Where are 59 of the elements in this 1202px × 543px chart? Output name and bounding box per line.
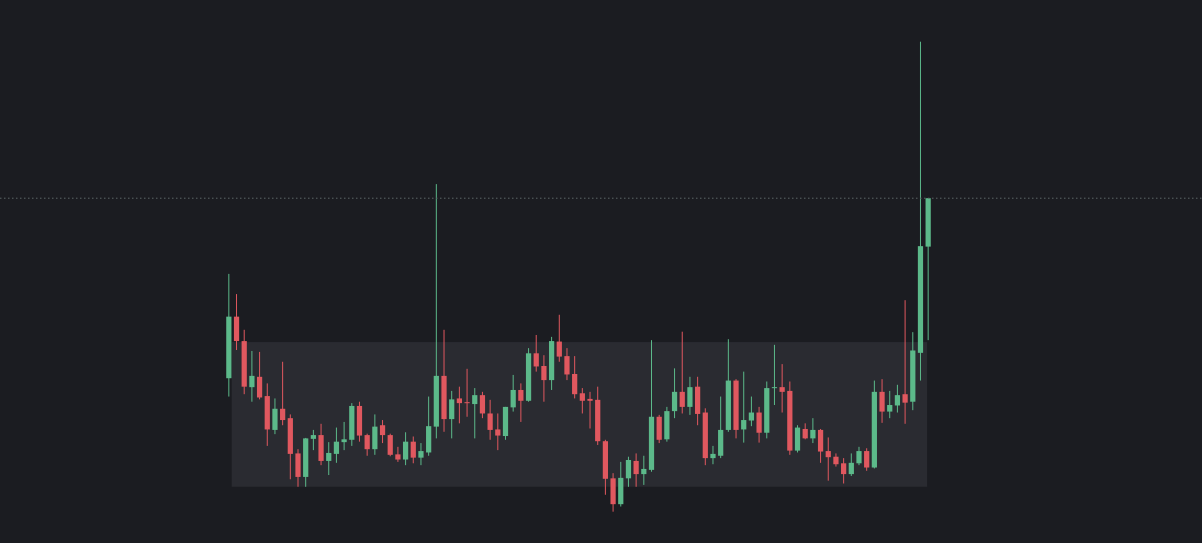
candlestick bbox=[456, 386, 462, 424]
candlestick bbox=[387, 433, 393, 457]
candlestick bbox=[572, 355, 578, 399]
candlestick bbox=[402, 431, 409, 466]
candlestick bbox=[372, 413, 378, 456]
candlestick bbox=[656, 414, 662, 444]
candlestick bbox=[418, 442, 424, 466]
candlestick bbox=[671, 367, 678, 419]
candlestick bbox=[326, 441, 332, 476]
candlestick bbox=[364, 433, 370, 457]
candlestick bbox=[379, 419, 386, 444]
candlestick bbox=[894, 384, 901, 414]
candlestick bbox=[864, 447, 870, 472]
candlestick bbox=[310, 429, 316, 451]
candlestick bbox=[756, 406, 762, 444]
candlestick bbox=[249, 350, 255, 403]
candlestick bbox=[564, 347, 570, 381]
candlestick bbox=[541, 354, 547, 403]
candlestick bbox=[641, 455, 647, 486]
candlestick bbox=[810, 417, 816, 444]
candlestick bbox=[771, 344, 778, 406]
candlestick bbox=[449, 390, 455, 439]
candlestick bbox=[794, 424, 801, 453]
candlestick bbox=[856, 446, 862, 466]
candlestick bbox=[333, 427, 340, 464]
candlestick bbox=[395, 446, 401, 463]
candlestick bbox=[533, 334, 539, 373]
candlestick bbox=[518, 382, 524, 423]
candlestick bbox=[902, 299, 908, 425]
candlestick bbox=[280, 361, 286, 426]
candlestick bbox=[633, 452, 639, 488]
candlestick bbox=[879, 378, 885, 424]
candlestick bbox=[579, 387, 585, 414]
candlestick bbox=[687, 376, 693, 416]
candlestick bbox=[256, 351, 263, 400]
candlestick bbox=[587, 391, 593, 430]
candlestick bbox=[272, 397, 278, 435]
candlestick bbox=[556, 314, 562, 363]
candlestick bbox=[341, 421, 347, 451]
candlestick bbox=[748, 396, 755, 427]
candlestick bbox=[710, 445, 716, 465]
candlestick bbox=[848, 452, 854, 477]
candlestick bbox=[510, 374, 516, 413]
candlestick bbox=[833, 452, 839, 468]
candlestick bbox=[779, 363, 785, 414]
candlestick bbox=[487, 399, 493, 441]
candlestick bbox=[495, 412, 501, 451]
candlestick bbox=[741, 371, 747, 444]
candlestick bbox=[410, 436, 416, 464]
candlestick bbox=[825, 436, 831, 482]
candlestick bbox=[464, 368, 470, 418]
candlestick bbox=[679, 331, 685, 414]
candlestick bbox=[817, 428, 824, 464]
candlestick bbox=[472, 387, 478, 439]
candlestick bbox=[295, 448, 301, 488]
candlestick bbox=[841, 457, 847, 484]
candlestick bbox=[887, 390, 893, 419]
candlestick bbox=[479, 391, 486, 419]
candlestick bbox=[625, 456, 632, 488]
